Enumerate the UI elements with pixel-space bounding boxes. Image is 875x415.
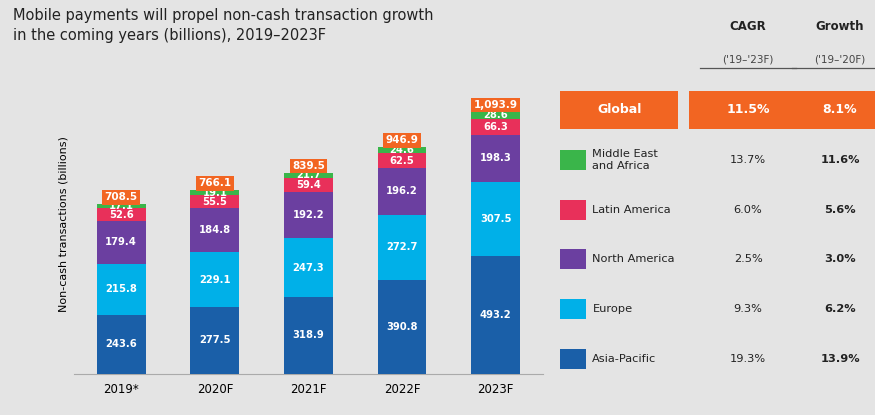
Text: 66.3: 66.3 <box>483 122 508 132</box>
Text: 192.2: 192.2 <box>292 210 325 220</box>
Text: 28.6: 28.6 <box>483 110 508 120</box>
Text: 3.0%: 3.0% <box>824 254 856 264</box>
Text: 13.7%: 13.7% <box>730 155 766 165</box>
Bar <box>97 208 145 221</box>
Bar <box>97 221 145 264</box>
Text: 55.5: 55.5 <box>202 197 228 207</box>
Text: 215.8: 215.8 <box>105 284 137 295</box>
Bar <box>472 135 520 182</box>
Text: ('19–'20F): ('19–'20F) <box>815 54 865 64</box>
Text: 277.5: 277.5 <box>200 335 231 345</box>
Bar <box>472 119 520 135</box>
Text: 839.5: 839.5 <box>292 161 325 171</box>
Bar <box>378 147 426 153</box>
Text: 493.2: 493.2 <box>480 310 512 320</box>
Text: 17.1: 17.1 <box>108 201 134 211</box>
Bar <box>97 315 145 374</box>
Bar <box>191 307 239 374</box>
Text: 198.3: 198.3 <box>480 154 512 164</box>
Text: CAGR: CAGR <box>730 20 766 33</box>
Text: Mobile payments will propel non-cash transaction growth
in the coming years (bil: Mobile payments will propel non-cash tra… <box>13 8 434 43</box>
Text: 13.9%: 13.9% <box>820 354 860 364</box>
Text: 390.8: 390.8 <box>387 322 418 332</box>
Text: 946.9: 946.9 <box>386 135 418 145</box>
Text: 272.7: 272.7 <box>387 242 417 252</box>
Text: North America: North America <box>592 254 675 264</box>
Text: 52.6: 52.6 <box>108 210 134 220</box>
Bar <box>472 182 520 256</box>
Text: Europe: Europe <box>592 304 633 314</box>
Text: 21.7: 21.7 <box>296 171 321 181</box>
Text: 6.0%: 6.0% <box>734 205 762 215</box>
Y-axis label: Non-cash transactions (billions): Non-cash transactions (billions) <box>59 136 69 312</box>
Text: 247.3: 247.3 <box>292 263 325 273</box>
Text: 5.6%: 5.6% <box>824 205 856 215</box>
Bar <box>191 190 239 195</box>
Bar <box>378 215 426 280</box>
Bar <box>284 297 332 374</box>
Bar <box>472 256 520 374</box>
Text: 229.1: 229.1 <box>199 275 231 285</box>
Text: 9.3%: 9.3% <box>733 304 763 314</box>
Text: 184.8: 184.8 <box>199 225 231 235</box>
Bar <box>284 238 332 297</box>
Bar <box>97 264 145 315</box>
Text: 179.4: 179.4 <box>105 237 137 247</box>
Text: Growth: Growth <box>816 20 864 33</box>
Text: 11.6%: 11.6% <box>820 155 860 165</box>
Text: 1,093.9: 1,093.9 <box>473 100 518 110</box>
Text: 318.9: 318.9 <box>292 330 325 340</box>
Text: 8.1%: 8.1% <box>822 103 858 117</box>
Bar <box>97 204 145 208</box>
Text: 11.5%: 11.5% <box>726 103 770 117</box>
Text: 62.5: 62.5 <box>389 156 415 166</box>
Bar <box>378 153 426 168</box>
Bar <box>284 192 332 238</box>
Bar <box>191 195 239 208</box>
Text: Global: Global <box>597 103 641 117</box>
Text: 59.4: 59.4 <box>296 180 321 190</box>
Text: Latin America: Latin America <box>592 205 671 215</box>
Text: 307.5: 307.5 <box>480 214 511 224</box>
Text: Middle East
and Africa: Middle East and Africa <box>592 149 658 171</box>
Text: 2.5%: 2.5% <box>734 254 762 264</box>
Text: 19.1: 19.1 <box>202 188 228 198</box>
Bar <box>284 178 332 192</box>
Bar <box>284 173 332 178</box>
Bar <box>191 252 239 307</box>
Bar <box>378 280 426 374</box>
Bar <box>191 208 239 252</box>
Bar <box>378 168 426 215</box>
Text: 24.6: 24.6 <box>389 145 415 155</box>
Text: 196.2: 196.2 <box>386 186 418 196</box>
Text: 6.2%: 6.2% <box>824 304 856 314</box>
Text: 766.1: 766.1 <box>199 178 231 188</box>
Text: 19.3%: 19.3% <box>730 354 766 364</box>
Text: 243.6: 243.6 <box>105 339 137 349</box>
Bar <box>472 112 520 119</box>
Text: 708.5: 708.5 <box>105 192 137 202</box>
Text: ('19–'23F): ('19–'23F) <box>723 54 774 64</box>
Text: Asia-Pacific: Asia-Pacific <box>592 354 656 364</box>
